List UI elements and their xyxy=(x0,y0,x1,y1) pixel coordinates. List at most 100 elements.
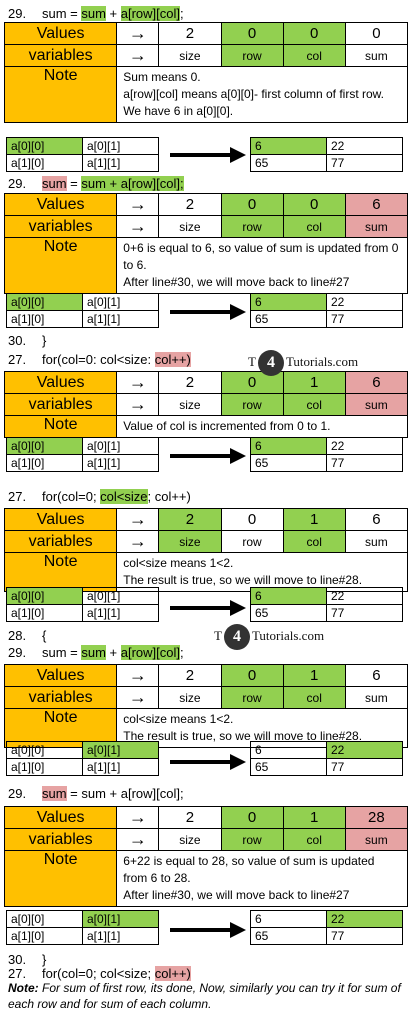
index-label-cell: a[0][0] xyxy=(6,587,83,605)
variables-label: variables xyxy=(3,686,118,709)
matrix-cell: 65 xyxy=(250,927,327,945)
variable-cell: col xyxy=(282,44,346,67)
index-labels-row: a[1][0] a[1][1] xyxy=(6,454,159,472)
values-label: Values xyxy=(3,22,118,45)
matrix-table: 6 22 65 77 xyxy=(250,741,403,776)
value-cell: 1 xyxy=(282,508,346,531)
note-row: Note 0+6 is equal to 6, so value of sum i… xyxy=(3,237,408,294)
big-arrow-icon xyxy=(170,922,246,938)
arrow-right-icon: → xyxy=(116,508,160,531)
note-text: col<size means 1<2. The result is true, s… xyxy=(116,552,408,592)
code-line: 27. for(col=0; col<size; col++) xyxy=(8,489,191,505)
matrix-cell: 6 xyxy=(250,137,327,155)
variable-cell: row xyxy=(220,44,284,67)
code-segment: = xyxy=(66,176,82,191)
variables-label: variables xyxy=(3,530,118,553)
matrix-cell: 77 xyxy=(326,310,403,328)
value-cell: 0 xyxy=(344,22,409,45)
note-line: After line#30, we will move back to line… xyxy=(123,275,350,289)
index-label-cell: a[0][1] xyxy=(82,293,159,311)
value-cell: 2 xyxy=(158,193,222,216)
value-cell: 0 xyxy=(220,508,284,531)
matrix-cell: 22 xyxy=(326,741,403,759)
variable-cell: row xyxy=(220,393,284,416)
values-label: Values xyxy=(3,806,118,829)
value-cell: 0 xyxy=(220,806,284,829)
variables-row: variables → size row col sum xyxy=(3,393,409,416)
note-row: Note Sum means 0. a[row][col] means a[0][0… xyxy=(3,66,408,123)
code-segment: sum + a[row][col]; xyxy=(81,176,184,191)
index-labels-table: a[0][0] a[0][1] a[1][0] a[1][1] xyxy=(6,137,159,172)
index-labels-table: a[0][0] a[0][1] a[1][0] a[1][1] xyxy=(6,587,159,622)
variable-cell: sum xyxy=(344,215,409,238)
code-segment: sum xyxy=(42,786,67,801)
arrow-right-icon: → xyxy=(116,44,160,67)
line-number: 29. xyxy=(8,176,27,191)
values-table: Values → 2 0 1 28 variables → size row col sum Note 6… xyxy=(3,806,409,907)
variable-cell: size xyxy=(158,44,222,67)
matrix-table: 6 22 65 77 xyxy=(250,910,403,945)
line-number: 27. xyxy=(8,966,27,981)
index-labels-row: a[1][0] a[1][1] xyxy=(6,604,159,622)
matrix-table: 6 22 65 77 xyxy=(250,293,403,328)
value-cell: 6 xyxy=(344,664,409,687)
watermark-suffix: Tutorials.com xyxy=(251,627,325,643)
index-label-cell: a[1][1] xyxy=(82,604,159,622)
index-label-cell: a[1][0] xyxy=(6,927,83,945)
variable-cell: col xyxy=(282,215,346,238)
variables-label: variables xyxy=(3,393,118,416)
values-table: Values → 2 0 1 6 variables → size row col sum Note co… xyxy=(3,508,409,592)
code-line: 30.} xyxy=(8,333,46,349)
line-number: 29. xyxy=(8,6,27,21)
arrow-right-icon: → xyxy=(116,806,160,829)
code-line: 28. { xyxy=(8,628,46,644)
index-label-cell: a[1][0] xyxy=(6,454,83,472)
code-line: 30.} xyxy=(8,952,46,968)
code-text: } xyxy=(42,952,47,967)
variables-label: variables xyxy=(3,44,118,67)
line-number: 27. xyxy=(8,352,27,367)
footer-note-label: Note: xyxy=(8,981,39,995)
variable-cell: size xyxy=(158,686,222,709)
watermark-suffix: Tutorials.com xyxy=(285,353,359,369)
arrow-right-icon: → xyxy=(116,828,160,851)
matrix-cell: 77 xyxy=(326,758,403,776)
matrix-row: 6 22 xyxy=(250,910,403,928)
arrow-right-icon: → xyxy=(116,215,160,238)
big-arrow-icon xyxy=(170,448,246,464)
value-cell: 2 xyxy=(158,371,222,394)
index-labels-row: a[1][0] a[1][1] xyxy=(6,927,159,945)
values-row: Values → 2 0 1 28 xyxy=(3,806,409,829)
variable-cell: col xyxy=(282,686,346,709)
value-cell: 1 xyxy=(282,664,346,687)
code-segment: sum xyxy=(42,176,67,191)
index-labels-row: a[1][0] a[1][1] xyxy=(6,154,159,172)
matrix-row: 6 22 xyxy=(250,437,403,455)
value-cell: 0 xyxy=(220,22,284,45)
matrix-row: 65 77 xyxy=(250,310,403,328)
note-line: We have 6 in a[0][0]. xyxy=(123,104,234,118)
index-label-cell: a[1][0] xyxy=(6,154,83,172)
note-row: Note col<size means 1<2. The result is tru… xyxy=(3,552,408,592)
index-labels-table: a[0][0] a[0][1] a[1][0] a[1][1] xyxy=(6,437,159,472)
note-line: a[row][col] means a[0][0]- first column … xyxy=(123,87,385,101)
index-labels-row: a[0][0] a[0][1] xyxy=(6,137,159,155)
index-labels-table: a[0][0] a[0][1] a[1][0] a[1][1] xyxy=(6,910,159,945)
matrix-cell: 22 xyxy=(326,293,403,311)
matrix-cell: 22 xyxy=(326,137,403,155)
value-cell: 0 xyxy=(220,371,284,394)
matrix-cell: 77 xyxy=(326,154,403,172)
value-cell: 28 xyxy=(344,806,409,829)
matrix-cell: 65 xyxy=(250,310,327,328)
variable-cell: size xyxy=(158,530,222,553)
big-arrow-icon xyxy=(170,304,246,320)
watermark-prefix: T xyxy=(214,627,222,643)
code-segment: col++) xyxy=(154,352,191,367)
matrix-cell: 65 xyxy=(250,758,327,776)
code-segment: + xyxy=(105,6,121,21)
code-segment: for(col=0; xyxy=(42,489,101,504)
line-number: 29. xyxy=(8,786,27,801)
values-table: Values → 2 0 0 6 variables → size row col sum Note 0+… xyxy=(3,193,409,294)
matrix-row: 65 77 xyxy=(250,927,403,945)
matrix-table: 6 22 65 77 xyxy=(250,587,403,622)
